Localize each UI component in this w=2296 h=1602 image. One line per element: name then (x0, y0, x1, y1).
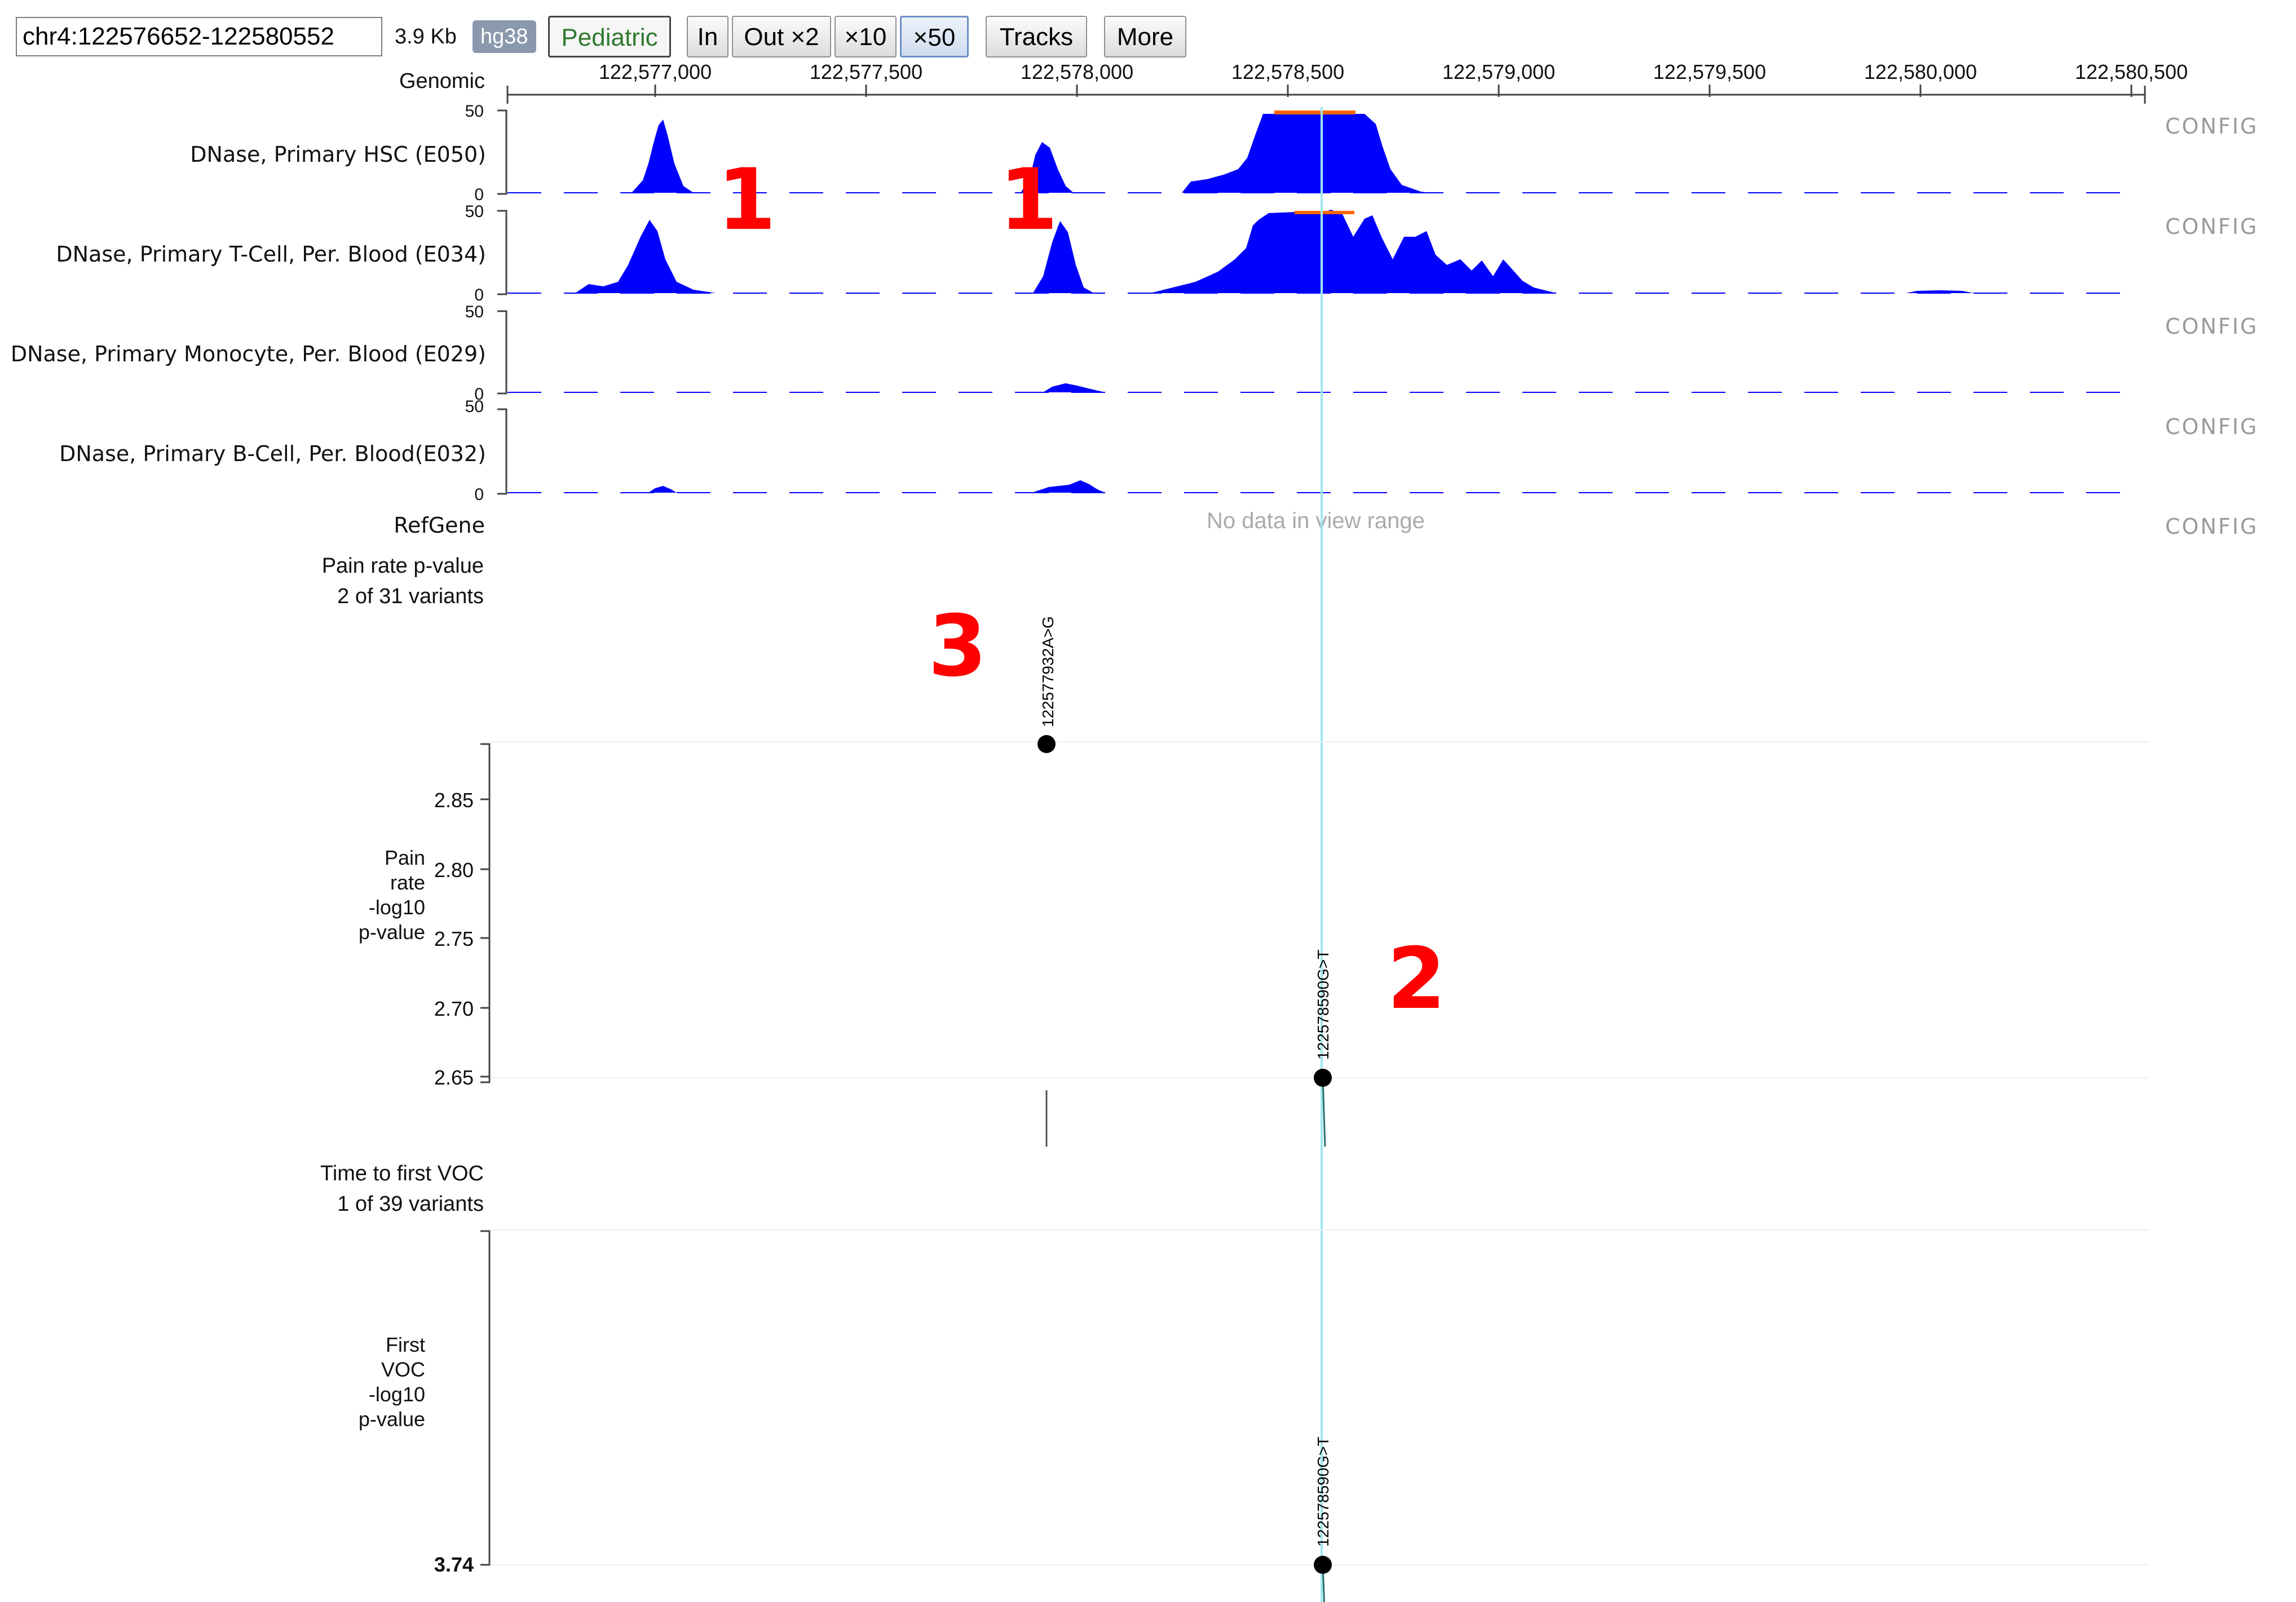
zoom-out-2-button[interactable]: Out ×2 (732, 16, 831, 57)
gwas1-subtitle: 2 of 31 variants (337, 585, 484, 608)
variant-label: 122578590G>T (1314, 950, 1332, 1060)
ruler-tick-label: 122,578,500 (1231, 60, 1344, 83)
signal-bcell (507, 480, 2143, 493)
tcell-ymax: 50 (465, 202, 484, 221)
gwas1-title[interactable]: Pain rate p-value (321, 554, 484, 578)
track-axes (497, 109, 507, 495)
annotation-3: 3 (928, 598, 987, 696)
variant-label: 122578590G>T (1314, 1437, 1332, 1547)
config-link-tcell[interactable]: CONFIG (2165, 214, 2259, 239)
variant-label: 122577932A>G (1039, 616, 1057, 727)
gwas2-axis (480, 1230, 491, 1566)
saturation-marker (1295, 211, 1354, 214)
track-label-bcell[interactable]: DNase, Primary B-Cell, Per. Blood(E032) (59, 441, 486, 466)
ruler-tick-label: 122,577,500 (810, 60, 922, 83)
dataset-button[interactable]: Pediatric (548, 16, 671, 57)
variant-point (1037, 735, 1056, 753)
config-link-refgene[interactable]: CONFIG (2165, 514, 2259, 539)
annotation-1b: 1 (999, 151, 1058, 249)
gwas1-variant-b: 122578590G>T (1314, 950, 1332, 1147)
monocyte-ymax: 50 (465, 303, 484, 321)
refgene-no-data-message: No data in view range (1207, 508, 1425, 533)
gwas2-tick-374: 3.74 (434, 1553, 474, 1576)
config-link-hsc[interactable]: CONFIG (2165, 114, 2259, 139)
bcell-ymin: 0 (474, 485, 484, 504)
gwas2-variant: 122578590G>T (1314, 1437, 1332, 1602)
gwas1-axis-label: Pain rate -log10 p-value (358, 846, 425, 944)
ruler-tick-label: 122,579,500 (1653, 60, 1766, 83)
annotation-1a: 1 (717, 151, 776, 249)
span-size-label: 3.9 Kb (395, 25, 457, 48)
zoom-x10-button[interactable]: ×10 (834, 16, 897, 57)
signal-hsc (507, 110, 2143, 193)
variant-point (1314, 1556, 1332, 1574)
hsc-ymin: 0 (474, 185, 484, 204)
gwas2-title[interactable]: Time to first VOC (320, 1162, 484, 1185)
gwas1-tick-280: 2.80 (434, 858, 474, 882)
zoom-x50-button[interactable]: ×50 (900, 16, 969, 57)
gwas2-subtitle: 1 of 39 variants (337, 1192, 484, 1216)
ruler-tick-label: 122,577,000 (599, 60, 712, 83)
ruler-tick-label: 122,580,000 (1864, 60, 1977, 83)
signal-monocyte (507, 383, 2143, 393)
signal-tcell (507, 210, 2143, 294)
annotation-2: 2 (1387, 930, 1446, 1028)
gwas1-tick-270: 2.70 (434, 997, 474, 1020)
config-link-monocyte[interactable]: CONFIG (2165, 314, 2259, 339)
ruler-label: Genomic (399, 69, 485, 93)
track-label-hsc[interactable]: DNase, Primary HSC (E050) (190, 142, 486, 167)
more-button[interactable]: More (1104, 16, 1186, 57)
monocyte-ymin: 0 (474, 385, 484, 404)
gwas2-axis-label: First VOC -log10 p-value (358, 1333, 425, 1431)
hsc-ymax: 50 (465, 102, 484, 121)
gwas1-tick-265: 2.65 (434, 1066, 474, 1089)
tracks-button[interactable]: Tracks (986, 16, 1087, 57)
saturation-marker (1274, 110, 1355, 114)
config-link-bcell[interactable]: CONFIG (2165, 414, 2259, 439)
ruler-tick-label: 122,579,000 (1442, 60, 1555, 83)
coordinate-input[interactable] (16, 17, 382, 56)
assembly-badge[interactable]: hg38 (473, 20, 536, 53)
variant-point (1314, 1069, 1332, 1087)
track-label-refgene[interactable]: RefGene (394, 513, 485, 538)
zoom-in-button[interactable]: In (687, 16, 728, 57)
ruler-tick-label: 122,578,000 (1021, 60, 1133, 83)
genomic-ruler (506, 85, 2146, 104)
tcell-ymin: 0 (474, 286, 484, 304)
gwas1-tick-275: 2.75 (434, 927, 474, 950)
track-label-monocyte[interactable]: DNase, Primary Monocyte, Per. Blood (E02… (10, 342, 486, 366)
ruler-tick-label: 122,580,500 (2075, 60, 2188, 83)
gwas1-axis (480, 743, 491, 1083)
gwas1-tick-285: 2.85 (434, 789, 474, 812)
track-label-tcell[interactable]: DNase, Primary T-Cell, Per. Blood (E034) (56, 242, 486, 267)
gwas1-variant-a: 122577932A>G (1037, 616, 1057, 1147)
bcell-ymax: 50 (465, 397, 484, 416)
